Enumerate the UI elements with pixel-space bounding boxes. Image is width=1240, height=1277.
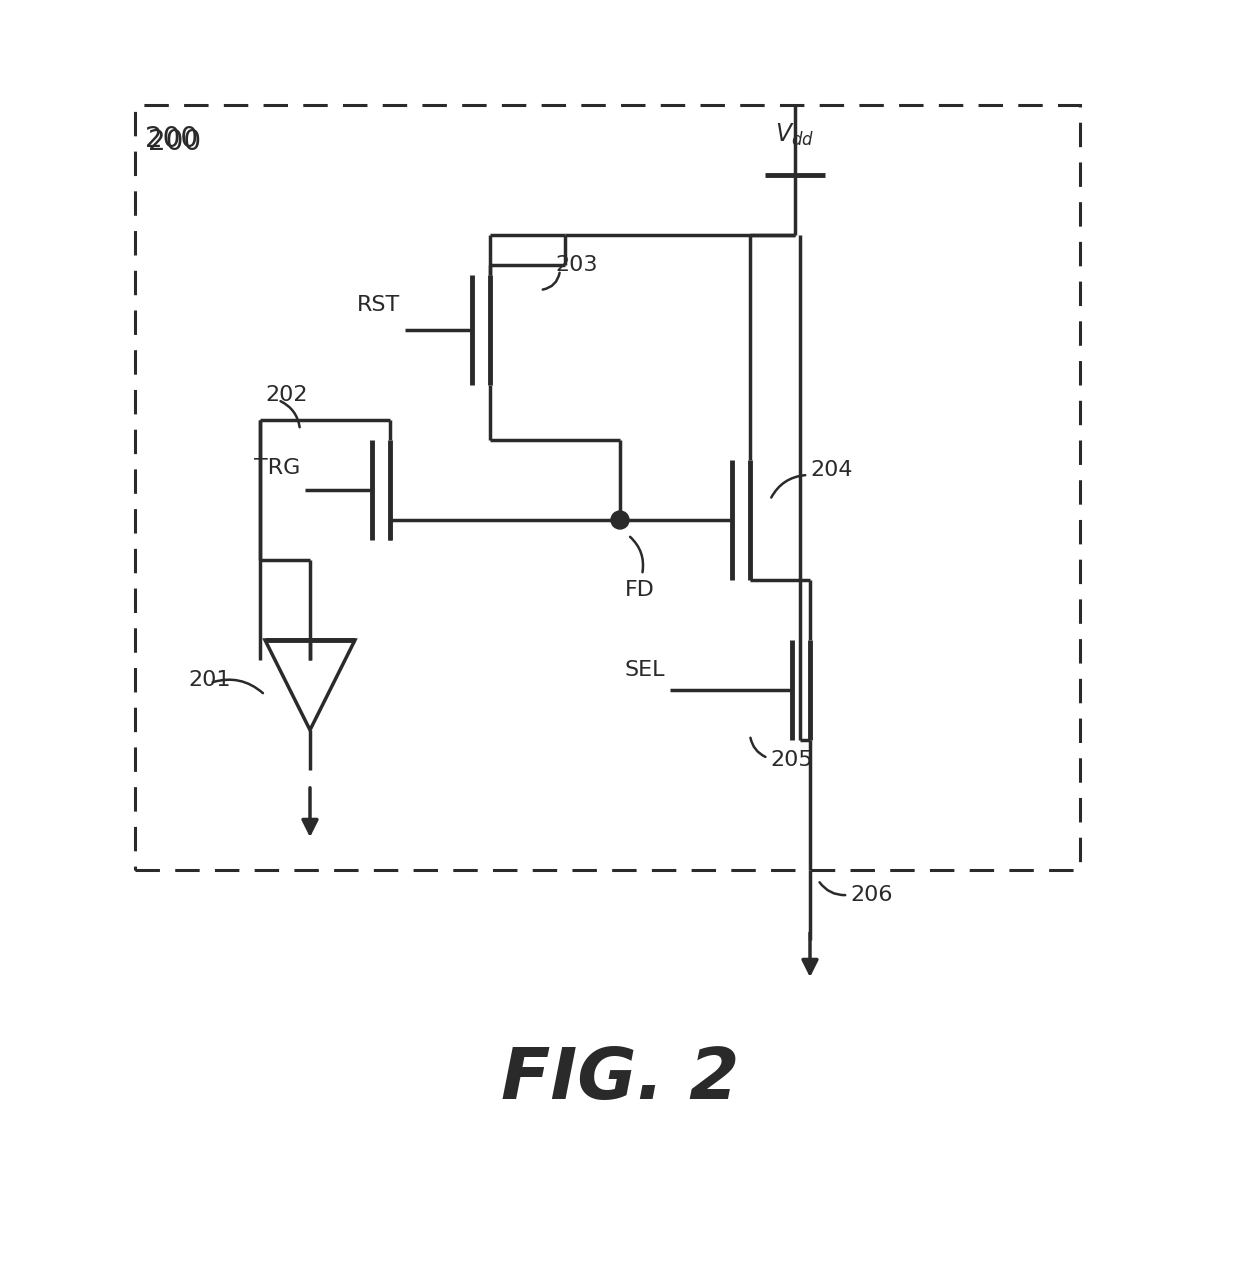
- Text: 205: 205: [770, 750, 812, 770]
- Text: 203: 203: [556, 255, 598, 275]
- Text: FD: FD: [625, 580, 655, 600]
- Text: 200: 200: [148, 128, 201, 156]
- Text: SEL: SEL: [625, 660, 665, 679]
- Circle shape: [611, 511, 629, 529]
- Text: 201: 201: [188, 670, 231, 690]
- Text: TRG: TRG: [254, 458, 300, 478]
- Text: 200: 200: [145, 125, 198, 153]
- Text: RST: RST: [357, 295, 401, 315]
- Text: FIG. 2: FIG. 2: [501, 1046, 739, 1115]
- Text: $V_{dd}$: $V_{dd}$: [775, 121, 815, 148]
- Text: 204: 204: [810, 460, 853, 480]
- Text: 206: 206: [849, 885, 893, 905]
- Text: 202: 202: [265, 384, 308, 405]
- Bar: [135, 105, 1080, 870]
